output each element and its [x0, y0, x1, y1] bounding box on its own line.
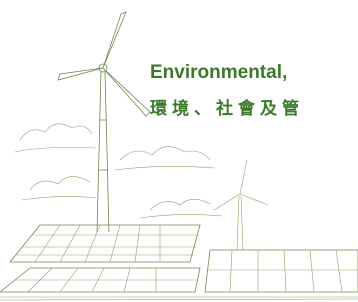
clouds: [15, 124, 222, 218]
subtitle: 環境、社會及管: [150, 94, 304, 119]
wind-turbine: [58, 12, 150, 232]
solar-panels: [0, 225, 358, 300]
title: Environmental,: [150, 62, 287, 84]
page: Environmental, 環境、社會及管: [0, 0, 358, 302]
illustration: [0, 0, 358, 302]
wind-turbine-small: [214, 160, 268, 250]
